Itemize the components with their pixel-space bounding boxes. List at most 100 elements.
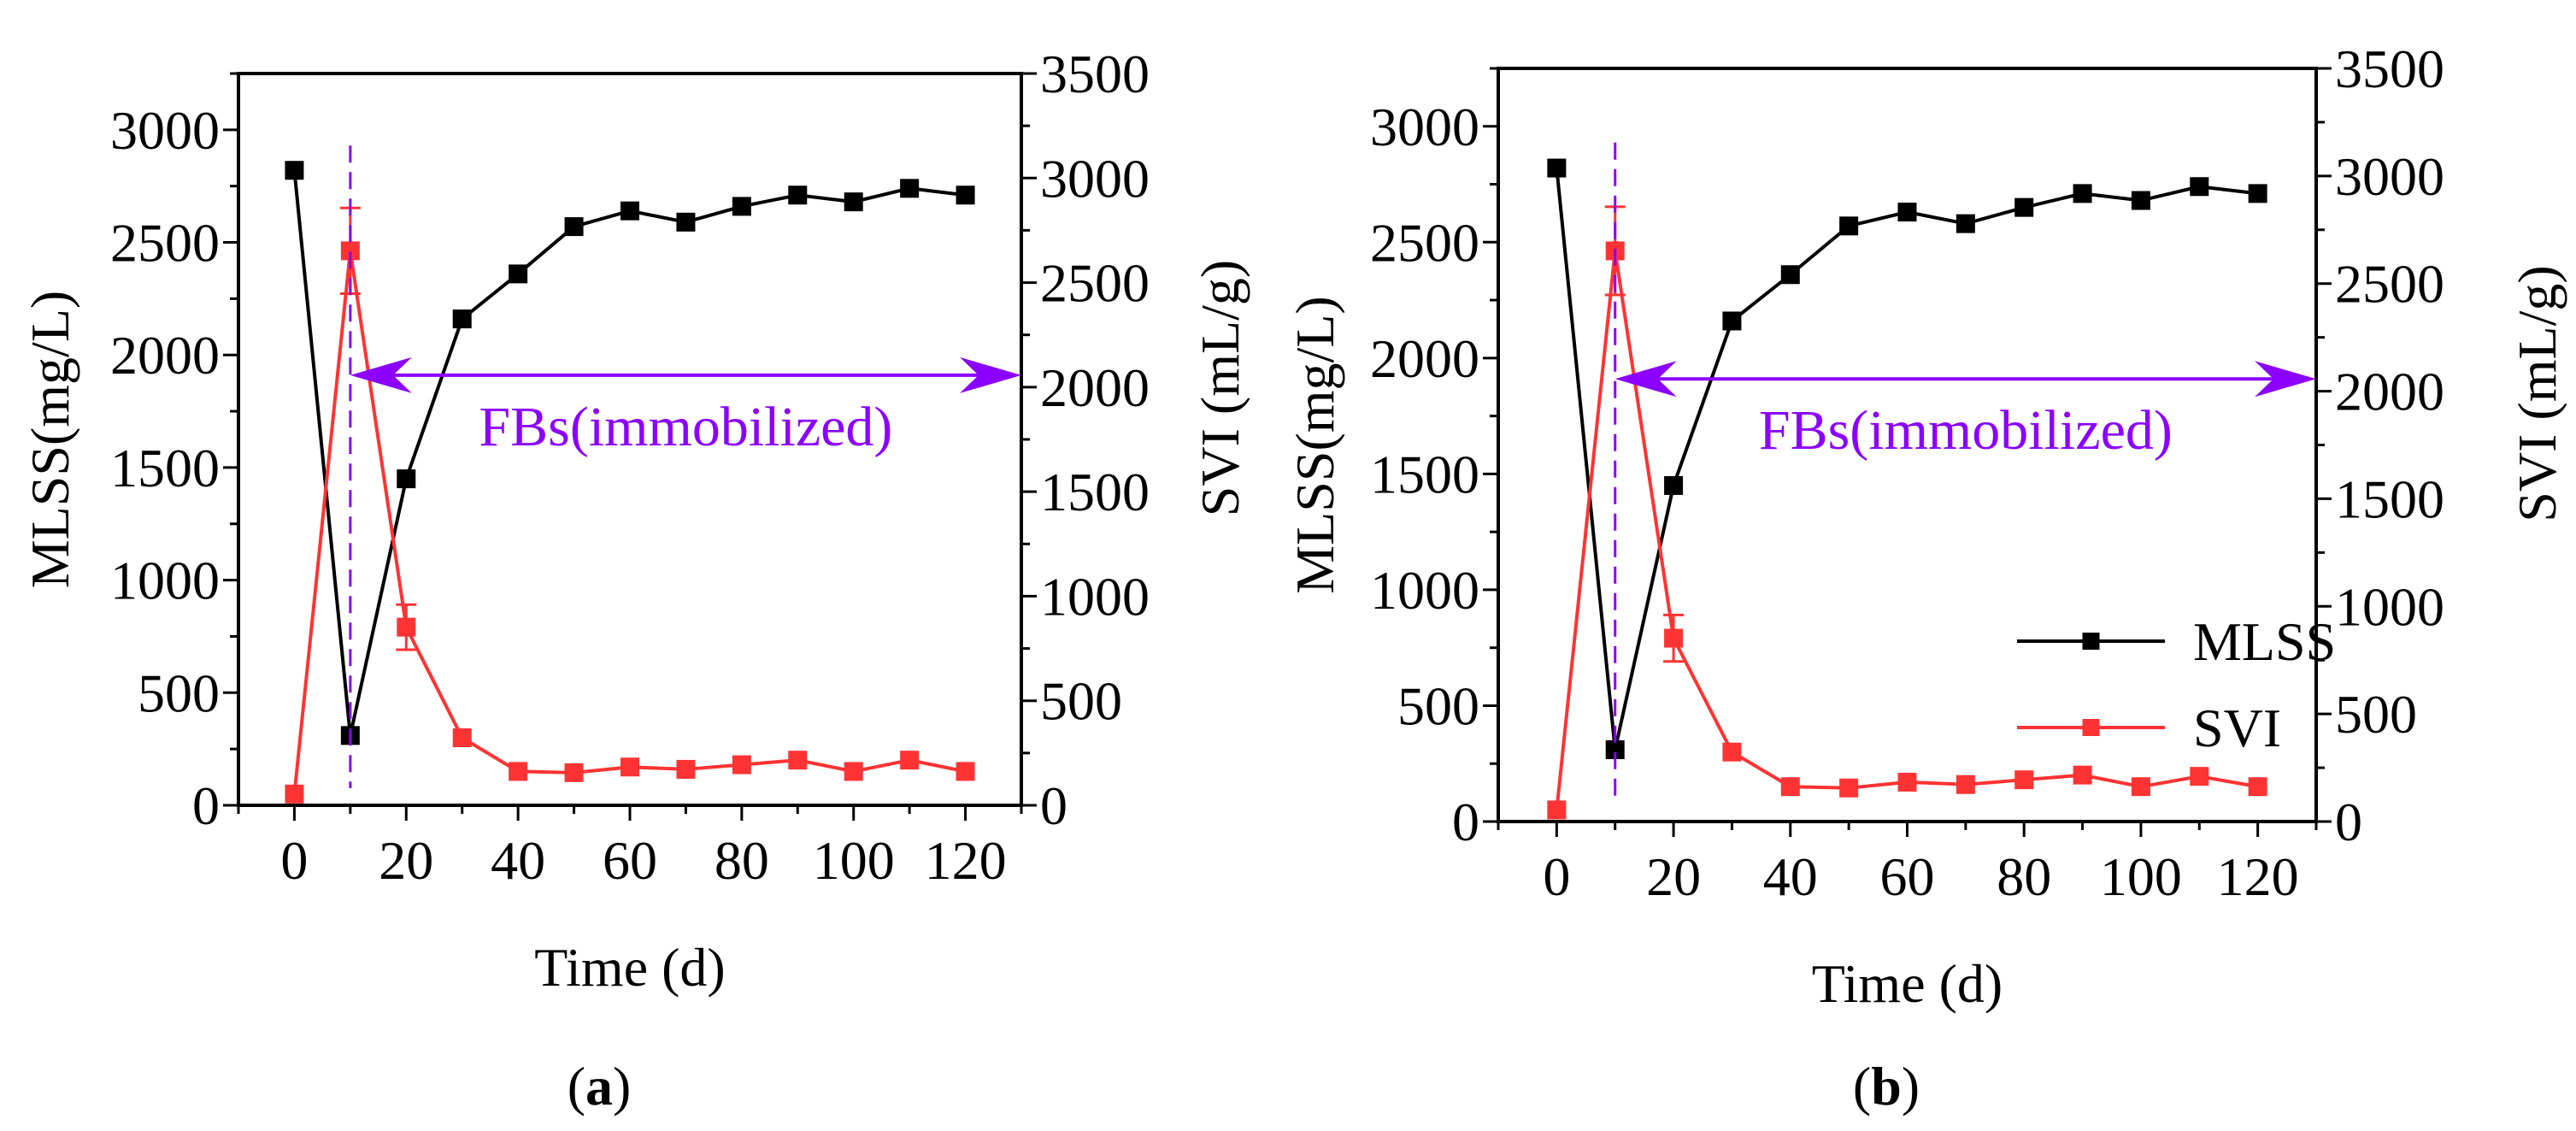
y-right-tick-label: 500 (1040, 671, 1122, 732)
data-point-svi (285, 784, 304, 804)
data-point-mlss (2131, 191, 2150, 210)
data-point-mlss (1605, 739, 1625, 759)
y-left-tick-label: 2500 (110, 213, 220, 274)
arrow-head-left (1614, 361, 1677, 398)
data-point-svi (2131, 777, 2150, 797)
y-right-tick-label: 2000 (1040, 357, 1150, 418)
data-point-svi (564, 763, 584, 782)
data-point-mlss (732, 197, 751, 216)
y-right-tick-label: 3500 (2335, 38, 2444, 99)
legend-label: SVI (2193, 698, 2281, 758)
y-left-tick-label: 2500 (1370, 212, 1479, 273)
data-point-svi (1547, 800, 1567, 820)
panel-b: 0 20 40 60 80 100 120 0 500 1000 1500 2000 2500 3000 0… (1285, 38, 2567, 1116)
x-tick-label: 100 (813, 830, 895, 891)
data-point-svi (509, 762, 528, 781)
data-point-svi (956, 762, 975, 781)
caption-paren: ( (1853, 1056, 1871, 1116)
y-right-tick-label: 1500 (2335, 468, 2444, 529)
caption-paren: ( (568, 1056, 585, 1116)
y-left-tick-label: 2000 (1370, 328, 1479, 389)
y-left-tick-label: 500 (138, 663, 220, 723)
data-point-mlss (844, 192, 863, 212)
y-right-tick-label: 2500 (1040, 253, 1150, 314)
data-point-mlss (1839, 216, 1859, 236)
data-point-svi (2190, 767, 2209, 786)
panel-a: 0 20 40 60 80 100 120 0 500 1000 1500 2000 2500 3000 0… (20, 44, 1250, 1116)
x-tick-label: 60 (1880, 846, 1935, 907)
caption-letter: a (585, 1056, 613, 1116)
legend-marker-mlss (2082, 633, 2100, 650)
x-axis-label: Time (d) (534, 937, 725, 998)
data-point-svi (340, 241, 360, 261)
x-axis-label: Time (d) (1812, 953, 2003, 1014)
y-right-tick-label: 1500 (1040, 462, 1150, 522)
legend-marker-svi (2082, 719, 2100, 736)
data-point-svi (2248, 777, 2267, 797)
y-left-tick-label: 3000 (110, 100, 220, 161)
y-left-tick-label: 500 (1397, 675, 1479, 736)
data-point-mlss (1780, 265, 1800, 285)
data-point-mlss (509, 264, 528, 284)
y-left-tick-label: 0 (1452, 792, 1479, 852)
data-point-svi (900, 751, 920, 770)
data-point-svi (1897, 772, 1917, 792)
data-point-mlss (956, 186, 975, 205)
x-tick-label: 120 (2217, 846, 2299, 907)
y-left-axis-label: MLSS(mg/L) (20, 291, 80, 588)
x-tick-label: 20 (1646, 846, 1701, 907)
data-point-svi (844, 762, 863, 781)
data-point-svi (732, 755, 751, 775)
data-point-svi (676, 759, 696, 779)
data-point-svi (2073, 765, 2092, 785)
caption-letter: b (1871, 1056, 1902, 1116)
y-left-axis-label: MLSS(mg/L) (1285, 296, 1345, 593)
y-right-axis-label: SVI (mL/g) (2507, 265, 2567, 521)
y-left-tick-label: 1000 (110, 551, 220, 611)
x-tick-label: 20 (379, 830, 433, 891)
y-right-tick-label: 3000 (2335, 146, 2444, 207)
y-right-tick-label: 0 (1040, 775, 1067, 836)
data-point-mlss (900, 179, 920, 198)
data-point-mlss (1664, 475, 1684, 495)
arrow-head-right (2255, 361, 2316, 398)
y-right-axis-label: SVI (mL/g) (1190, 260, 1250, 516)
y-right-tick-label: 2000 (2335, 362, 2444, 422)
x-tick-label: 80 (715, 830, 769, 891)
data-point-mlss (788, 186, 808, 205)
y-left-tick-label: 2000 (110, 325, 220, 386)
y-left-tick-label: 0 (192, 775, 220, 836)
legend-label: MLSS (2193, 611, 2336, 672)
data-point-svi (2014, 770, 2034, 790)
annotation-label: FBs(immobilized) (479, 396, 892, 458)
data-point-svi (620, 757, 639, 777)
arrow-head-right (960, 356, 1021, 393)
data-point-mlss (285, 161, 304, 180)
x-tick-label: 100 (2100, 846, 2182, 907)
x-tick-label: 40 (491, 830, 545, 891)
annotation-label: FBs(immobilized) (1759, 399, 2173, 462)
x-tick-label: 0 (1543, 846, 1570, 907)
data-point-mlss (1722, 311, 1742, 331)
x-tick-label: 120 (925, 830, 1007, 891)
y-left-tick-label: 3000 (1370, 97, 1479, 157)
data-point-mlss (452, 309, 472, 329)
caption-paren: ) (1902, 1056, 1920, 1116)
data-point-mlss (1956, 214, 1975, 233)
y-left-tick-label: 1000 (1370, 560, 1479, 621)
panel-caption: (a) (568, 1056, 632, 1116)
x-tick-label: 80 (1997, 846, 2051, 907)
data-point-mlss (2014, 197, 2034, 217)
data-point-svi (452, 728, 472, 748)
data-point-mlss (1547, 158, 1567, 178)
data-point-mlss (2190, 177, 2209, 197)
y-right-tick-label: 1000 (2335, 576, 2444, 637)
data-point-mlss (620, 201, 639, 221)
data-point-svi (397, 617, 416, 637)
y-right-tick-label: 0 (2335, 792, 2362, 852)
arrow-head-left (350, 356, 412, 393)
data-point-mlss (564, 217, 584, 237)
data-point-mlss (2073, 184, 2092, 203)
